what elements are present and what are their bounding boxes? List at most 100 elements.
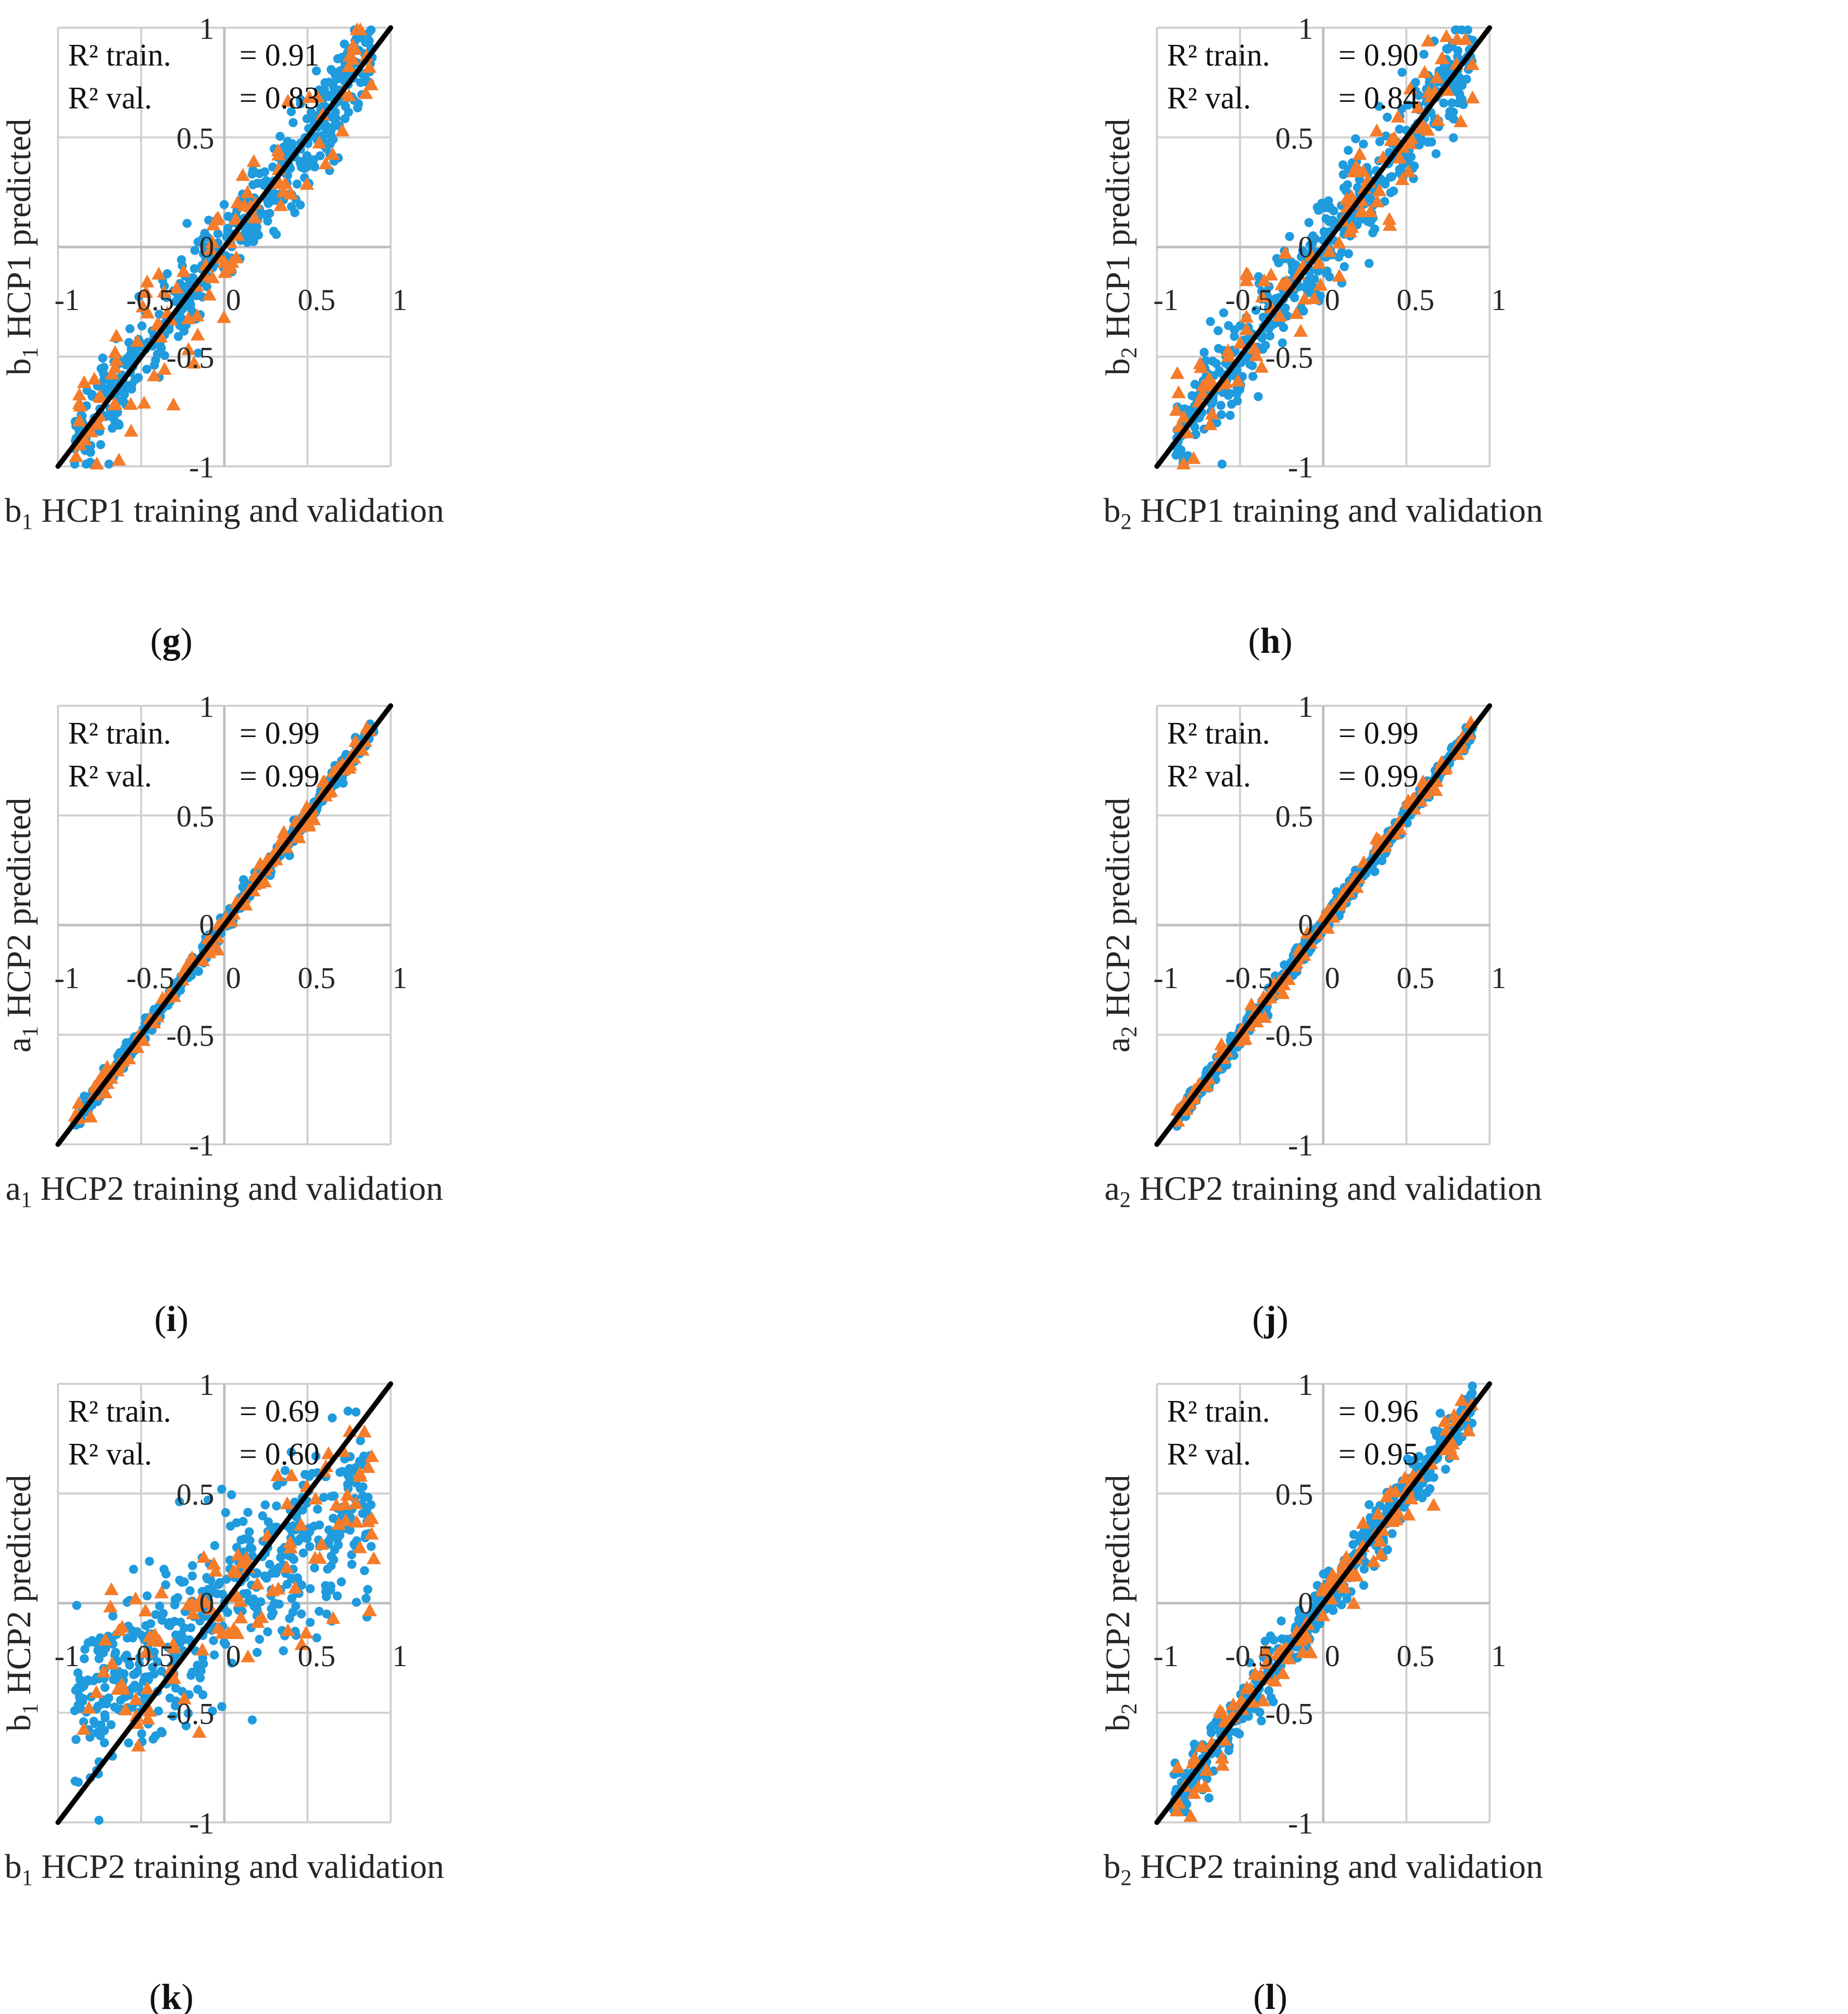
chart-g-train-point [134, 373, 143, 383]
chart-h-train-point [1229, 332, 1239, 341]
chart-k-val-point [349, 1514, 364, 1528]
chart-h-r2-val-label: R² val. [1167, 81, 1251, 115]
chart-g-train-point [177, 255, 186, 265]
chart-g-train-point [98, 383, 108, 393]
chart-l-val-point [1194, 1739, 1209, 1752]
chart-g-val-point [310, 89, 325, 103]
chart-h-val-point [1307, 291, 1321, 304]
chart-g-train-point [150, 360, 159, 370]
chart-k-train-point [168, 1712, 178, 1721]
chart-h-train-point [1216, 401, 1225, 410]
chart-l-val-point [1248, 1667, 1263, 1680]
chart-h-val-point [1435, 51, 1450, 65]
chart-g-val-point [205, 234, 220, 248]
chart-i-r2-train-label: R² train. [68, 716, 171, 751]
chart-g-train-point [137, 321, 147, 331]
chart-k-r2-val-value: = 0.60 [239, 1437, 320, 1472]
chart-g-train-point [193, 348, 203, 358]
chart-i-val-point [238, 897, 253, 910]
chart-i-r2-val-label: R² val. [68, 759, 152, 794]
chart-k-val-point [177, 1691, 192, 1704]
chart-k-val-point [283, 1540, 298, 1554]
chart-k-val-point [294, 1637, 309, 1650]
chart-k-train-point [253, 1647, 262, 1657]
chart-h-train-point [1298, 246, 1308, 256]
chart-g-val-point [77, 375, 92, 388]
chart-k-train-point [186, 1586, 195, 1596]
chart-l-val-point [1226, 1697, 1241, 1711]
chart-h-train-point [1321, 268, 1331, 278]
chart-k-train-point [347, 1560, 356, 1569]
chart-j-val-point [1257, 1010, 1272, 1023]
chart-g-train-point [320, 85, 329, 94]
chart-g-train-point [296, 162, 306, 172]
chart-k-train-point [149, 1647, 159, 1657]
chart-k-val-point [361, 1460, 376, 1473]
chart-k-train-point [310, 1563, 319, 1573]
chart-g-y-tick-label: 0 [199, 230, 214, 264]
chart-h-train-point [1208, 356, 1217, 366]
chart-k-val-point [131, 1738, 146, 1752]
chart-g-r2-annotation: R² train. = 0.91 R² val. = 0.83 [68, 38, 320, 115]
chart-k-train-point [276, 1553, 285, 1562]
chart-k-train-point [248, 1715, 257, 1725]
chart-k-train-point [252, 1568, 261, 1577]
chart-h-train-point [1458, 100, 1468, 109]
chart-h-val-point [1465, 90, 1480, 103]
chart-h-y-tick-label: 0 [1298, 230, 1313, 264]
chart-h-val-point [1274, 277, 1289, 290]
chart-k-val-point [110, 1682, 125, 1695]
chart-k-train-point [217, 1702, 226, 1712]
chart-l-train-point [1319, 1569, 1328, 1579]
chart-i-r2-val-value: = 0.99 [239, 759, 320, 794]
chart-k-val-point [270, 1468, 285, 1481]
chart-k-train-point [298, 1548, 308, 1558]
chart-l-y-tick-label: 0 [1298, 1586, 1313, 1620]
chart-j-val-point [1320, 921, 1335, 934]
chart-i-x-tick-label: -0.5 [127, 961, 174, 995]
chart-h-val-point [1205, 406, 1219, 420]
chart-g-train-point [127, 349, 136, 359]
chart-k-train-point [223, 1608, 232, 1617]
chart-g-val-point [181, 311, 196, 325]
chart-j-val-point [1236, 1032, 1251, 1046]
chart-h-train-point [1387, 172, 1396, 181]
chart-g-val-point [187, 355, 202, 369]
chart-k-r2-val-label: R² val. [68, 1437, 152, 1472]
chart-h-train-point [1449, 114, 1458, 124]
chart-g-train-point [98, 353, 107, 363]
chart-h-train-point [1261, 341, 1270, 350]
chart-g-train-point [292, 179, 302, 189]
chart-g-train-point [331, 85, 341, 95]
chart-h-val-point [1342, 224, 1358, 237]
chart-l-val-point [1215, 1705, 1230, 1719]
chart-g-x-tick-label: -0.5 [127, 283, 174, 317]
chart-k-val-point [186, 1606, 201, 1619]
chart-g-train-point [223, 212, 233, 221]
chart-k-val-point [142, 1629, 157, 1642]
chart-h-val-point [1382, 212, 1397, 225]
chart-l-val-point [1390, 1505, 1405, 1518]
chart-g-val-point [139, 285, 153, 298]
chart-i-y-tick-label: 0 [199, 908, 214, 942]
chart-l-val-point [1443, 1440, 1457, 1453]
chart-h-y-tick-label: 0.5 [1275, 122, 1313, 155]
chart-k-train-point [129, 1670, 139, 1679]
chart-g-train-point [295, 200, 305, 210]
chart-h-val-point [1264, 267, 1278, 281]
chart-l-train-point [1190, 1739, 1199, 1749]
chart-g-val-point [349, 22, 364, 35]
chart-k-train-point [127, 1626, 137, 1635]
chart-k-val-point [348, 1496, 363, 1509]
chart-g-y-axis-title: b1 HCP1 predicted [0, 118, 42, 375]
chart-g-val-point [342, 48, 357, 62]
chart-h-val-point [1322, 244, 1337, 257]
chart-l-val-point [1256, 1693, 1271, 1706]
chart-g-train-point [160, 351, 169, 360]
chart-h-train-point [1314, 266, 1323, 276]
chart-j-r2-train-value: = 0.99 [1338, 716, 1419, 751]
chart-j-val-point [1249, 1014, 1264, 1027]
